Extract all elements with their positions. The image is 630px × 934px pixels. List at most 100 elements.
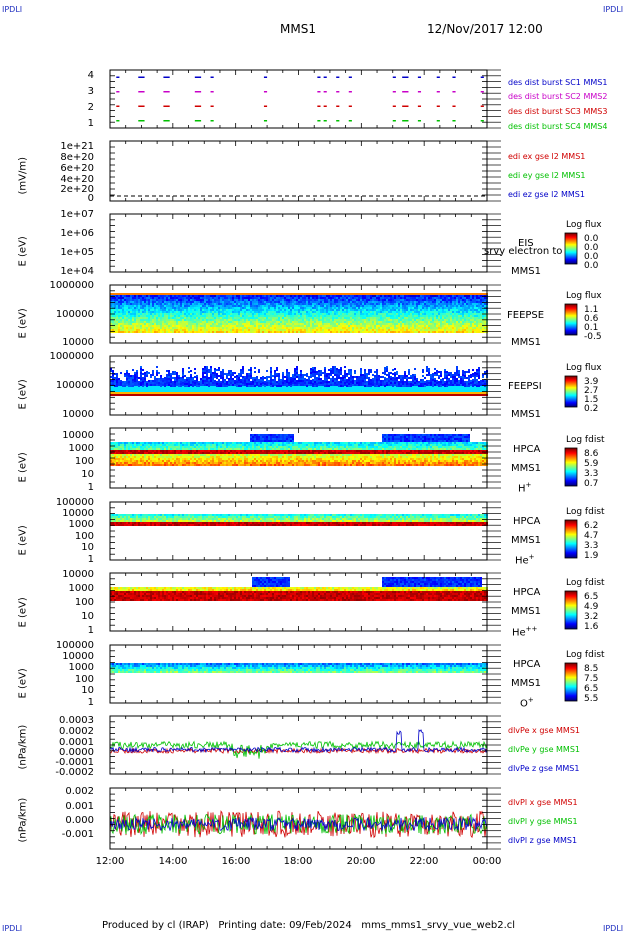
heatmap-cell (186, 329, 188, 331)
heatmap-cell (172, 313, 174, 315)
colorbar-step (565, 322, 577, 323)
heatmap-cell (396, 293, 398, 295)
heatmap-cell (142, 373, 144, 375)
heatmap-cell (432, 323, 434, 325)
heatmap-cell (216, 387, 218, 389)
heatmap-cell (276, 297, 278, 299)
heatmap-cell (342, 295, 344, 297)
heatmap-cell (184, 315, 186, 317)
heatmap-cell (146, 387, 148, 389)
heatmap-cell (144, 321, 146, 323)
heatmap-cell (380, 311, 382, 313)
heatmap-cell (252, 303, 254, 305)
heatmap-cell (318, 303, 320, 305)
heatmap-cell (462, 323, 464, 325)
heatmap-cell (430, 311, 432, 313)
heatmap-cell (176, 297, 178, 299)
heatmap-cell (182, 329, 184, 331)
heatmap-cell (400, 315, 402, 317)
heatmap-cell (456, 303, 458, 305)
heatmap-cell (312, 325, 314, 327)
heatmap-cell (450, 317, 452, 319)
heatmap-cell (162, 386, 164, 388)
heatmap-cell (214, 331, 216, 333)
heatmap-cell (294, 293, 296, 295)
heatmap-cell (290, 293, 292, 295)
heatmap-cell (124, 295, 126, 297)
heatmap-cell (266, 323, 268, 325)
heatmap-cell (384, 329, 386, 331)
heatmap-cell (434, 319, 436, 321)
heatmap-cell (386, 317, 388, 319)
heatmap-cell (212, 305, 214, 307)
heatmap-cell (288, 321, 290, 323)
heatmap-cell (276, 317, 278, 319)
heatmap-cell (442, 331, 444, 333)
heatmap-cell (314, 303, 316, 305)
heatmap-cell (250, 311, 252, 313)
heatmap-cell (184, 309, 186, 311)
heatmap-cell (482, 331, 484, 333)
heatmap-cell (228, 382, 230, 384)
heatmap-cell (348, 311, 350, 313)
heatmap-cell (294, 317, 296, 319)
heatmap-cell (200, 386, 202, 388)
heatmap-cell (126, 390, 128, 392)
heatmap-cell (130, 295, 132, 297)
heatmap-cell (216, 392, 218, 394)
heatmap-cell (190, 327, 192, 329)
heatmap-cell (344, 323, 346, 325)
heatmap-cell (166, 331, 168, 333)
heatmap-cell (160, 325, 162, 327)
heatmap-cell (160, 377, 162, 379)
heatmap-cell (478, 317, 480, 319)
heatmap-cell (358, 303, 360, 305)
heatmap-cell (472, 317, 474, 319)
heatmap-cell (360, 303, 362, 305)
heatmap-cell (194, 380, 196, 382)
heatmap-cell (120, 392, 122, 394)
heatmap-cell (418, 313, 420, 315)
heatmap-cell (240, 313, 242, 315)
heatmap-cell (284, 301, 286, 303)
heatmap-cell (444, 301, 446, 303)
heatmap-cell (184, 385, 186, 387)
heatmap-cell (352, 321, 354, 323)
heatmap-cell (146, 394, 148, 396)
heatmap-cell (386, 299, 388, 301)
colorbar-step (565, 233, 577, 234)
heatmap-cell (228, 384, 230, 386)
heatmap-cell (214, 311, 216, 313)
heatmap-cell (440, 295, 442, 297)
heatmap-cell (404, 293, 406, 295)
heatmap-cell (158, 315, 160, 317)
heatmap-cell (112, 331, 114, 333)
heatmap-cell (334, 295, 336, 297)
heatmap-cell (194, 295, 196, 297)
heatmap-cell (170, 325, 172, 327)
colorbar-step (565, 314, 577, 315)
heatmap-cell (482, 305, 484, 307)
heatmap-cell (408, 317, 410, 319)
heatmap-cell (376, 329, 378, 331)
heatmap-cell (130, 317, 132, 319)
heatmap-cell (198, 303, 200, 305)
heatmap-cell (336, 301, 338, 303)
heatmap-cell (438, 325, 440, 327)
heatmap-cell (194, 301, 196, 303)
heatmap-cell (128, 305, 130, 307)
heatmap-cell (138, 394, 140, 396)
heatmap-cell (222, 394, 224, 396)
heatmap-cell (218, 367, 220, 369)
heatmap-cell (452, 311, 454, 313)
heatmap-cell (480, 305, 482, 307)
heatmap-cell (148, 380, 150, 382)
heatmap-cell (362, 329, 364, 331)
heatmap-cell (218, 319, 220, 321)
heatmap-cell (266, 305, 268, 307)
heatmap-cell (272, 305, 274, 307)
heatmap-cell (344, 317, 346, 319)
heatmap-cell (380, 331, 382, 333)
heatmap-cell (136, 331, 138, 333)
heatmap-cell (286, 319, 288, 321)
